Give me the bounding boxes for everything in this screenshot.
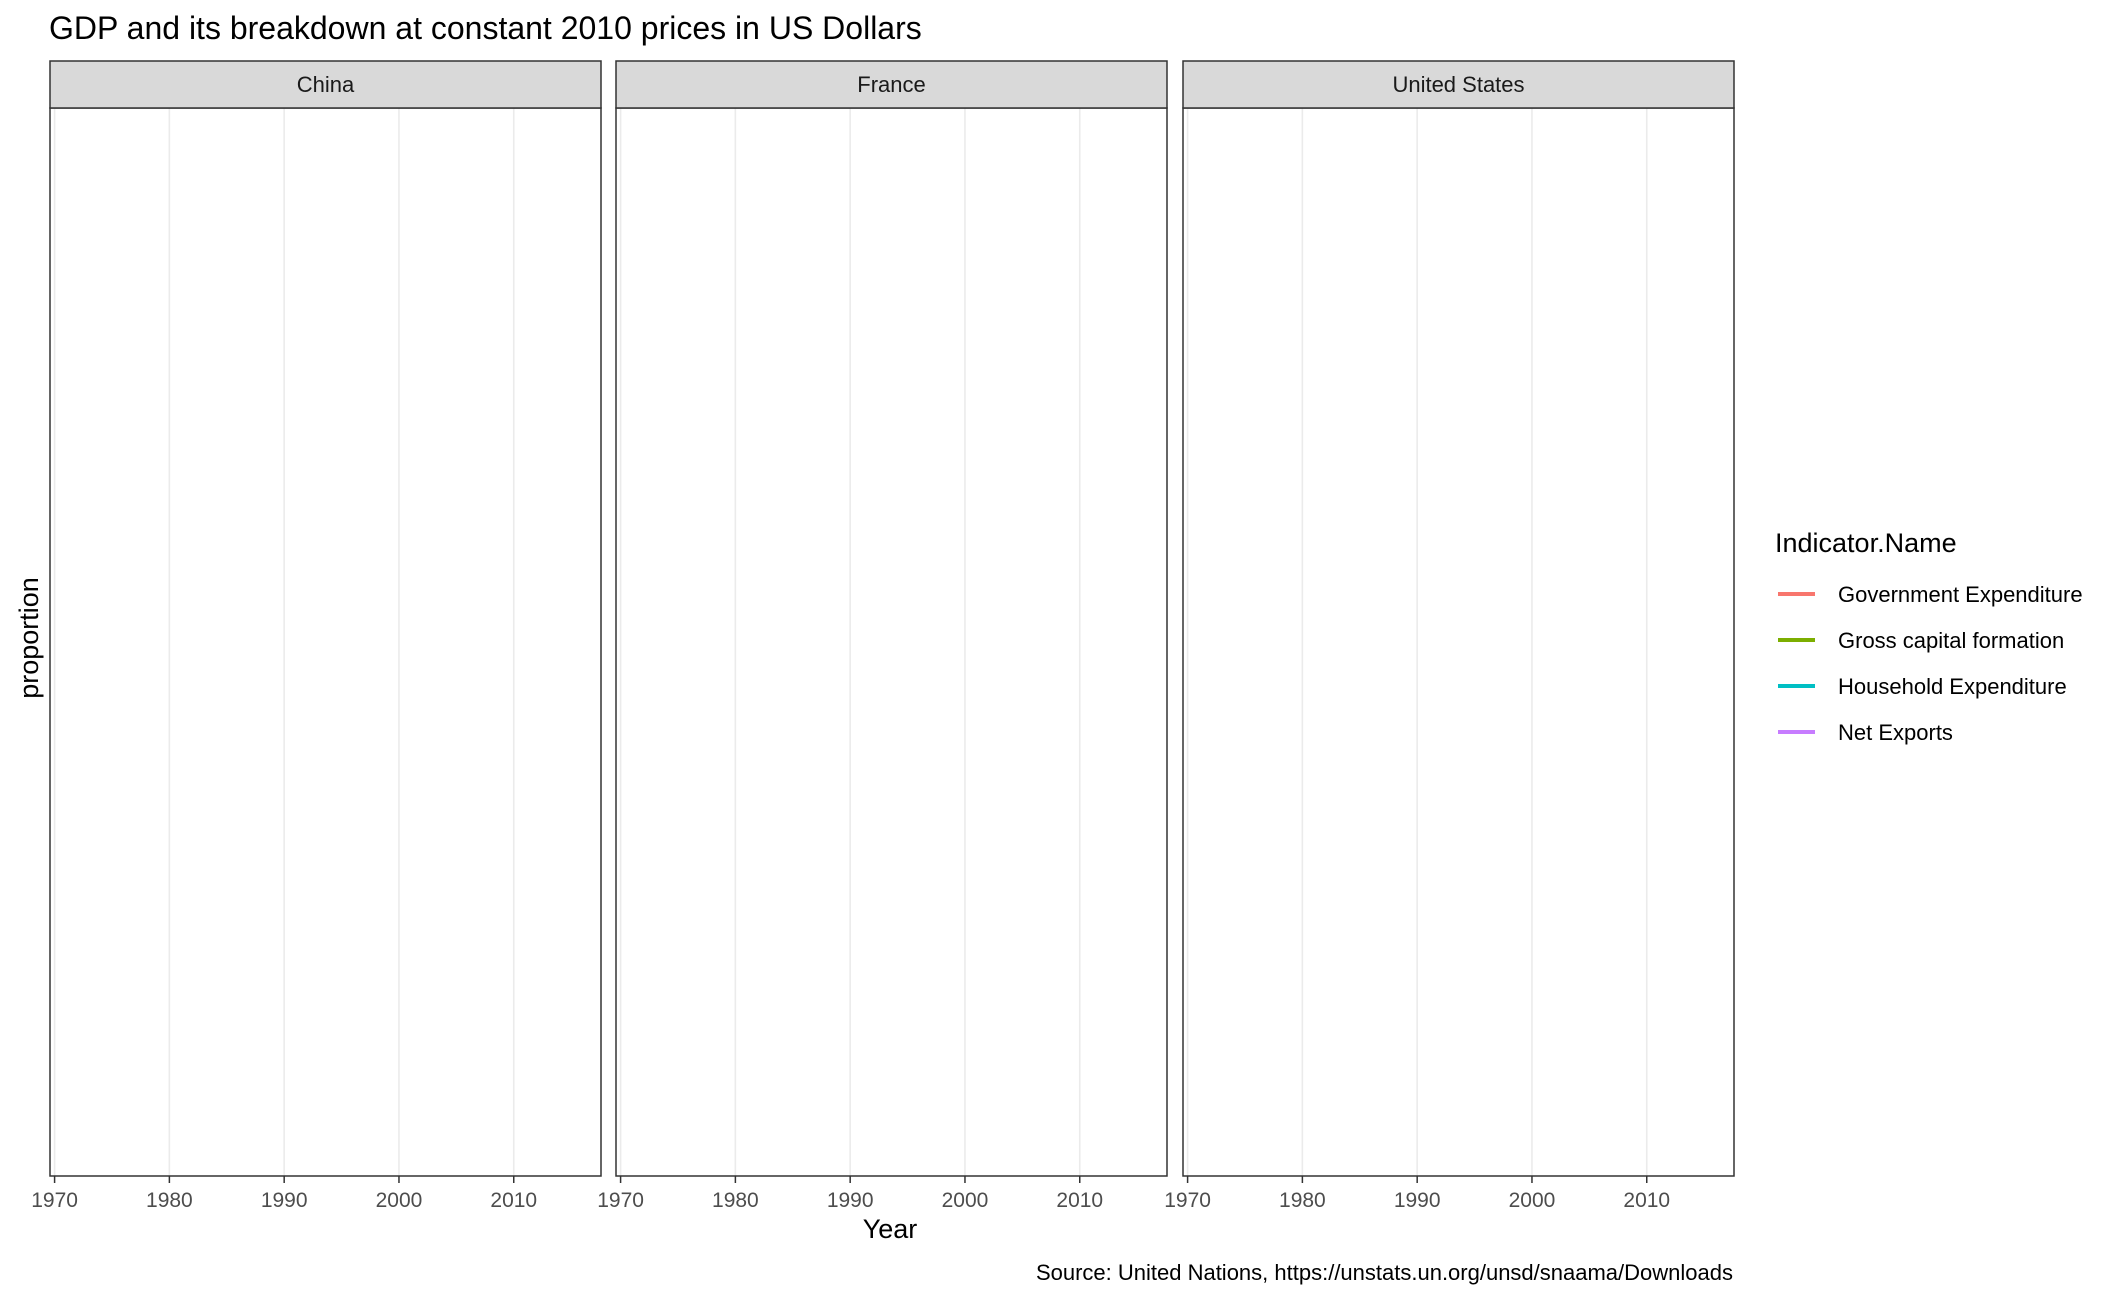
legend-label: Government Expenditure: [1838, 582, 2083, 607]
x-tick-label: 1970: [1164, 1189, 1211, 1212]
x-tick-label: 1970: [31, 1189, 78, 1212]
x-tick-label: 1970: [597, 1189, 644, 1212]
x-tick-label: 2010: [1623, 1189, 1670, 1212]
facet-panels: China 1970 1980 1990 2000 2010 France 1970 1980 1…: [31, 60, 1735, 1212]
legend-label: Gross capital formation: [1838, 628, 2064, 653]
facet-panel: France 1970 1980 1990 2000 2010: [597, 60, 1168, 1212]
x-tick-label: 1980: [1279, 1189, 1326, 1212]
x-axis-title: Year: [863, 1214, 918, 1244]
facet-strip-label: United States: [1392, 72, 1524, 97]
panel-background: [616, 108, 1167, 1176]
facet-strip-label: France: [857, 72, 925, 97]
source-caption: Source: United Nations, https://unstats.…: [1036, 1260, 1733, 1285]
panel-background: [1183, 108, 1734, 1176]
x-tick-label: 2000: [376, 1189, 423, 1212]
facet-strip-label: China: [297, 72, 355, 97]
legend-label: Household Expenditure: [1838, 674, 2067, 699]
x-tick-label: 1990: [1394, 1189, 1441, 1212]
x-tick-label: 1990: [827, 1189, 874, 1212]
facet-panel: United States 1970 1980 1990 2000 2010: [1164, 60, 1735, 1212]
x-tick-label: 1980: [712, 1189, 759, 1212]
legend-entry: Net Exports: [1778, 720, 1953, 745]
x-tick-label: 1990: [261, 1189, 308, 1212]
legend-entry: Household Expenditure: [1778, 674, 2067, 699]
facet-strip: [615, 60, 1168, 109]
facet-strip: [1182, 60, 1735, 109]
x-tick-label: 2010: [1056, 1189, 1103, 1212]
x-tick-label: 2000: [942, 1189, 989, 1212]
legend-title: Indicator.Name: [1775, 528, 1957, 558]
x-tick-label: 2000: [1509, 1189, 1556, 1212]
x-tick-label: 1980: [146, 1189, 193, 1212]
legend-label: Net Exports: [1838, 720, 1953, 745]
facet-panel: China 1970 1980 1990 2000 2010: [31, 60, 602, 1212]
panel-background: [50, 108, 601, 1176]
x-tick-label: 2010: [490, 1189, 537, 1212]
legend-entry: Government Expenditure: [1778, 582, 2083, 607]
legend-entry: Gross capital formation: [1778, 628, 2064, 653]
y-axis-title: proportion: [14, 577, 44, 699]
chart-title: GDP and its breakdown at constant 2010 p…: [49, 10, 922, 46]
legend: Indicator.Name Government Expenditure Gro…: [1775, 528, 2083, 745]
facet-strip: [49, 60, 602, 109]
